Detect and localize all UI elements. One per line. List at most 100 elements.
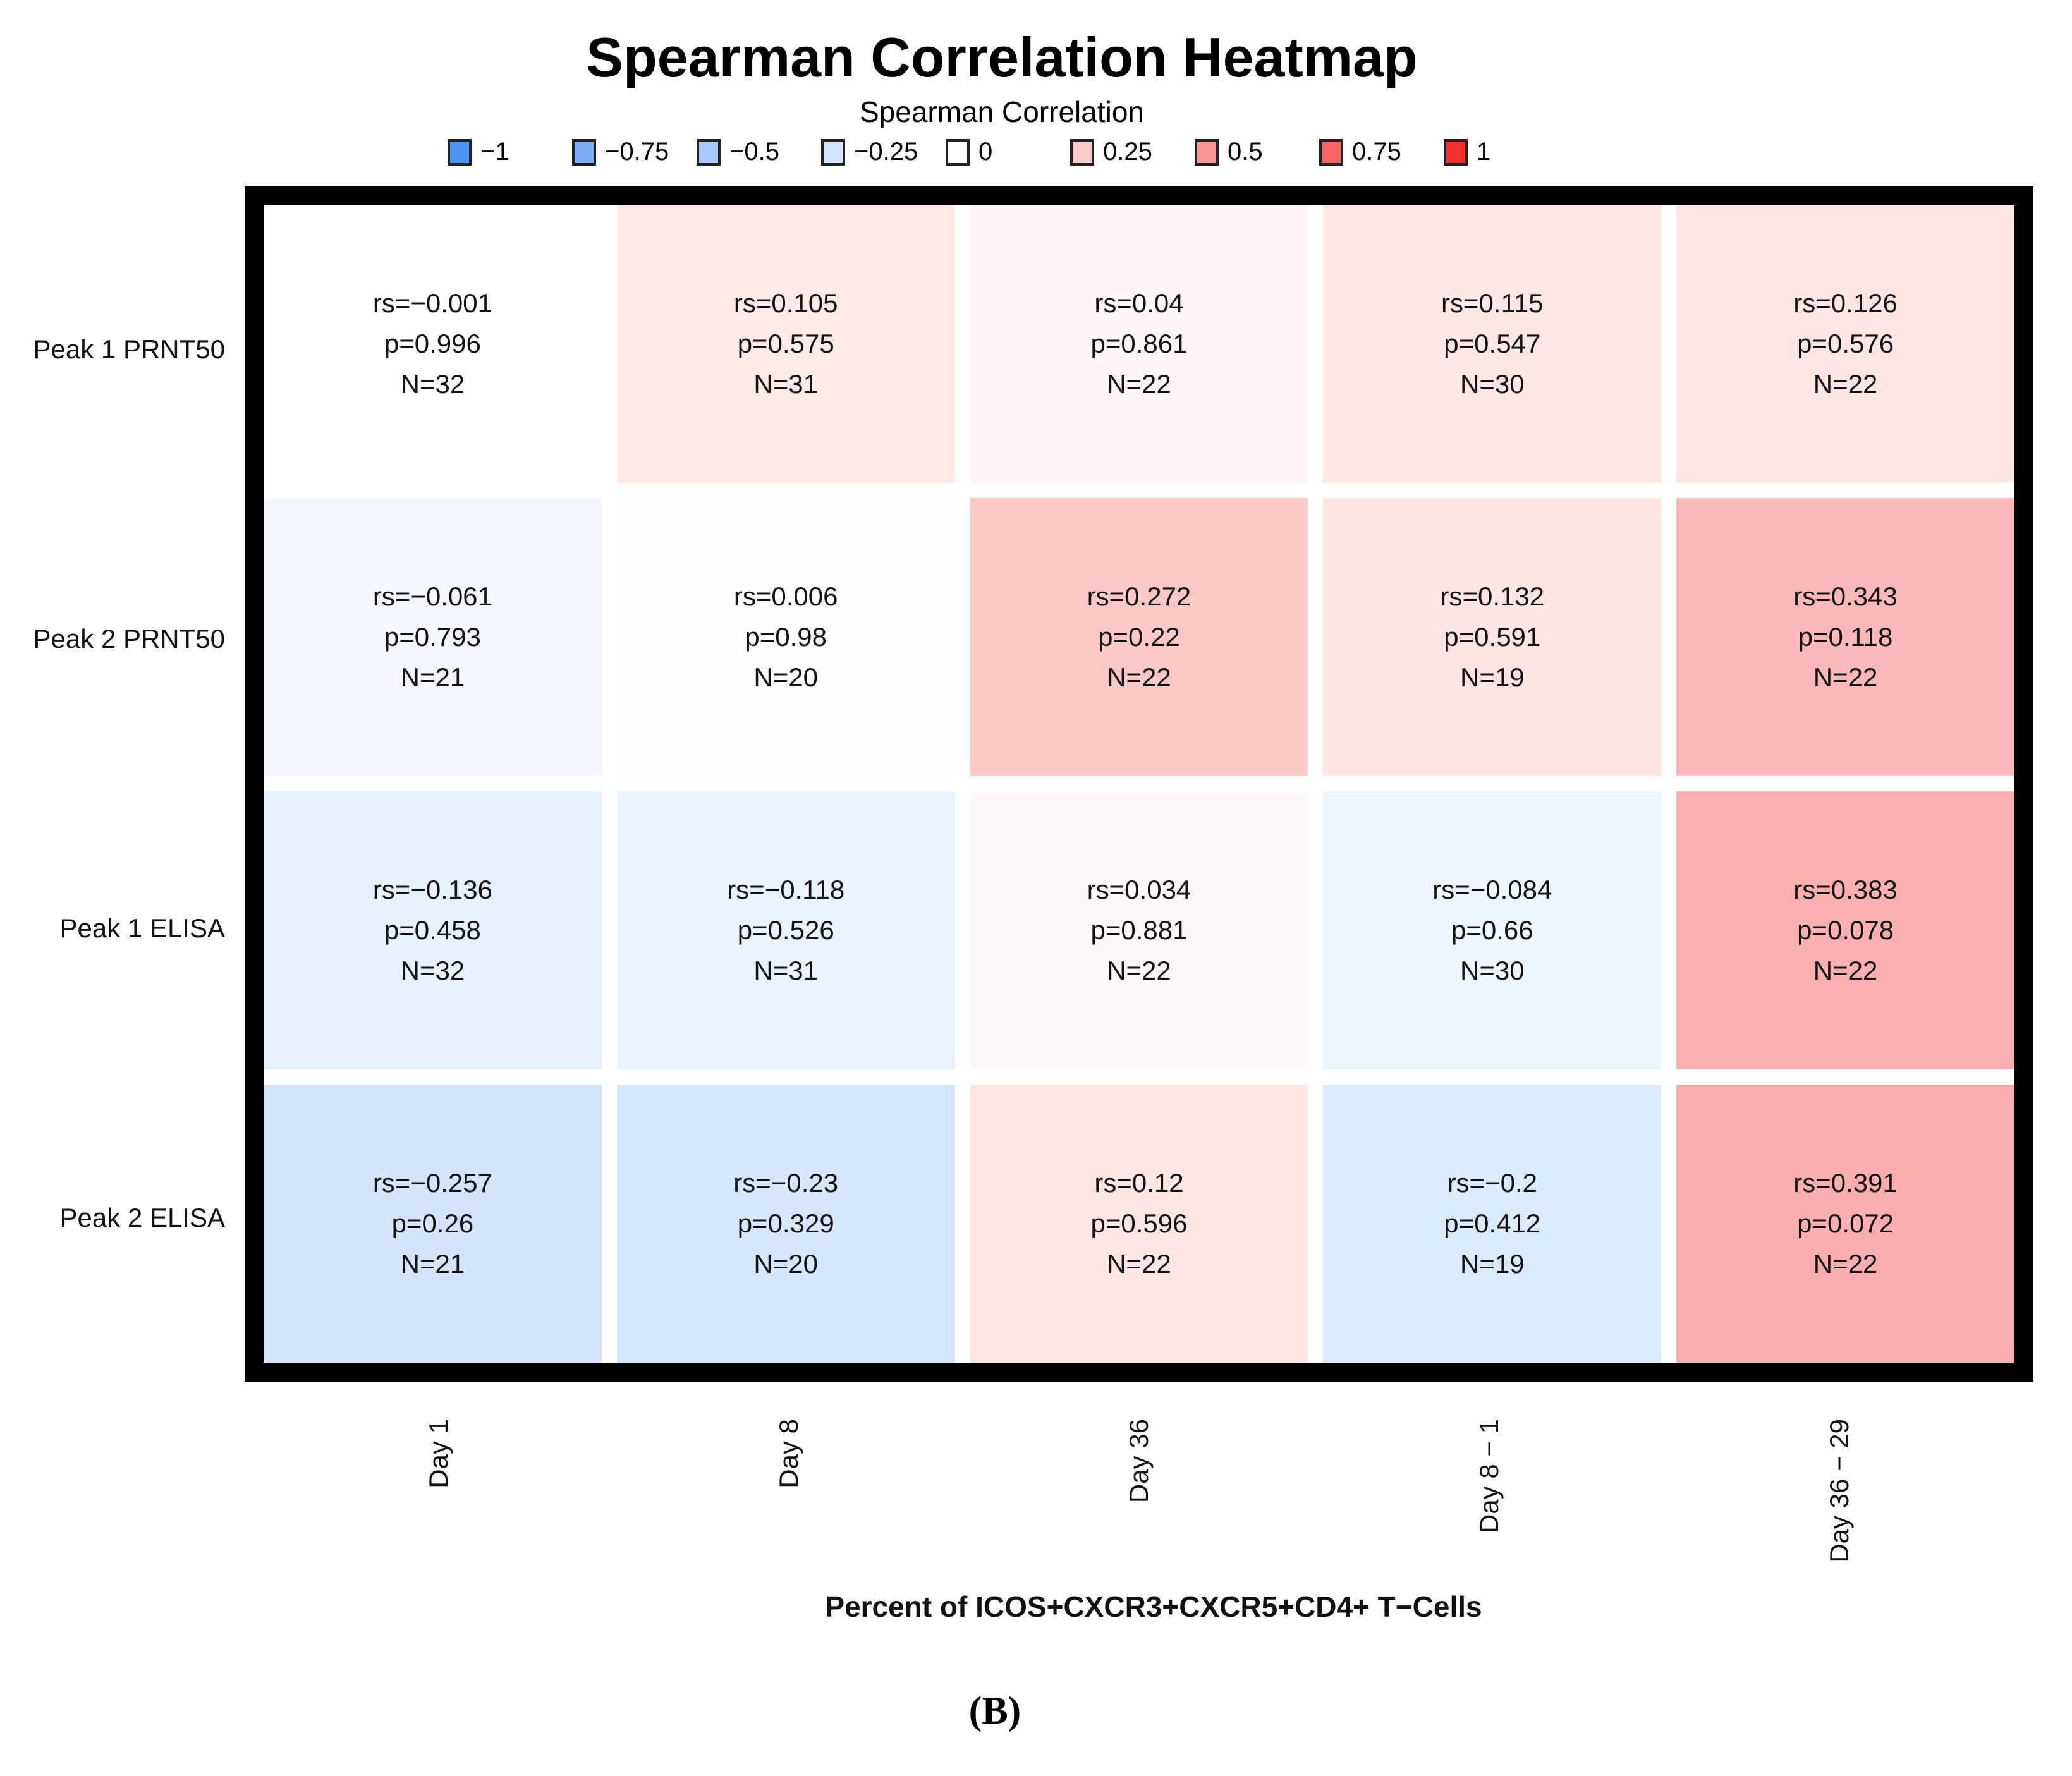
heatmap-cell-r4c1: rs=−0.257 p=0.26 N=21 — [264, 1085, 602, 1363]
legend-item-−1: −1 — [448, 138, 572, 166]
cell-n-value: N=22 — [1813, 956, 1878, 985]
legend-key-swatch — [697, 138, 721, 166]
heatmap-panel: rs=−0.001 p=0.996 N=32 rs=0.105 p=0.575 N=31 r… — [245, 186, 2033, 1382]
cell-p-value: p=0.861 — [1090, 329, 1188, 358]
cell-n-value: N=22 — [1813, 662, 1878, 692]
cell-p-value: p=0.412 — [1444, 1208, 1541, 1238]
cell-n-value: N=30 — [1460, 369, 1525, 399]
col-label-slot-1: Day 1 — [264, 1419, 614, 1691]
col-label-slot-4: Day 8 − 1 — [1314, 1419, 1664, 1691]
cell-p-value: p=0.458 — [384, 915, 481, 945]
legend-key-label: −0.25 — [854, 138, 918, 166]
cell-p-value: p=0.576 — [1797, 329, 1894, 358]
heatmap-cell-r2c1: rs=−0.061 p=0.793 N=21 — [264, 498, 602, 776]
cell-n-value: N=22 — [1107, 1249, 1171, 1279]
cell-n-value: N=19 — [1460, 662, 1525, 692]
cell-p-value: p=0.575 — [737, 329, 834, 358]
cell-n-value: N=22 — [1107, 662, 1171, 692]
legend-key-swatch — [821, 138, 845, 166]
cell-p-value: p=0.072 — [1797, 1208, 1894, 1238]
cell-n-value: N=22 — [1813, 1249, 1878, 1279]
cell-rs-value: rs=0.391 — [1793, 1168, 1898, 1198]
cell-rs-value: rs=−0.257 — [372, 1168, 492, 1198]
cell-rs-value: rs=0.343 — [1793, 581, 1898, 611]
cell-n-value: N=21 — [400, 662, 465, 692]
cell-rs-value: rs=−0.136 — [372, 875, 492, 904]
heatmap-cell-r2c4: rs=0.132 p=0.591 N=19 — [1323, 498, 1662, 776]
heatmap-cell-r4c2: rs=−0.23 p=0.329 N=20 — [616, 1085, 955, 1363]
color-scale-legend: −1 −0.75 −0.5 −0.25 0 0.25 0.5 0.75 1 — [448, 138, 1490, 166]
cell-p-value: p=0.526 — [737, 915, 834, 945]
cell-p-value: p=0.996 — [384, 329, 481, 358]
legend-key-swatch — [1444, 138, 1468, 166]
heatmap-cell-r3c5: rs=0.383 p=0.078 N=22 — [1676, 791, 2014, 1069]
legend-key-label: −0.75 — [605, 138, 669, 166]
cell-p-value: p=0.26 — [391, 1208, 474, 1238]
cell-p-value: p=0.078 — [1797, 915, 1894, 945]
heatmap-cell-r4c5: rs=0.391 p=0.072 N=22 — [1676, 1085, 2014, 1363]
heatmap-cell-r1c1: rs=−0.001 p=0.996 N=32 — [264, 205, 602, 483]
cell-rs-value: rs=−0.061 — [372, 581, 492, 611]
cell-n-value: N=19 — [1460, 1249, 1525, 1279]
cell-n-value: N=32 — [400, 956, 465, 985]
row-label-3: Peak 1 ELISA — [59, 913, 226, 943]
col-label-slot-3: Day 36 — [964, 1419, 1314, 1691]
heatmap-cell-r2c3: rs=0.272 p=0.22 N=22 — [970, 498, 1308, 776]
col-label-slot-5: Day 36 − 29 — [1664, 1419, 2014, 1691]
cell-p-value: p=0.66 — [1451, 915, 1533, 945]
cell-p-value: p=0.547 — [1444, 329, 1541, 358]
heatmap-cell-r3c2: rs=−0.118 p=0.526 N=31 — [616, 791, 955, 1069]
heatmap-cell-r2c5: rs=0.343 p=0.118 N=22 — [1676, 498, 2014, 776]
legend-key-label: 1 — [1477, 138, 1491, 166]
cell-rs-value: rs=0.115 — [1441, 288, 1544, 318]
col-label-slot-2: Day 8 — [614, 1419, 964, 1691]
cell-n-value: N=32 — [400, 369, 465, 399]
cell-rs-value: rs=−0.23 — [733, 1168, 839, 1198]
legend-key-label: 0.25 — [1103, 138, 1152, 166]
legend-item-0.75: 0.75 — [1319, 138, 1444, 166]
legend-item-−0.75: −0.75 — [572, 138, 697, 166]
cell-p-value: p=0.881 — [1090, 915, 1188, 945]
legend-item-−0.25: −0.25 — [821, 138, 946, 166]
col-label-4: Day 8 − 1 — [1474, 1419, 1504, 1533]
heatmap-cell-r4c3: rs=0.12 p=0.596 N=22 — [970, 1085, 1308, 1363]
cell-rs-value: rs=0.006 — [733, 581, 838, 611]
legend-key-label: −0.5 — [729, 138, 779, 166]
cell-rs-value: rs=0.132 — [1440, 581, 1545, 611]
col-label-2: Day 8 — [774, 1419, 803, 1488]
heatmap-cell-r1c5: rs=0.126 p=0.576 N=22 — [1676, 205, 2014, 483]
legend-key-label: −1 — [480, 138, 509, 166]
legend-key-swatch — [572, 138, 596, 166]
cell-p-value: p=0.22 — [1098, 622, 1180, 652]
col-label-5: Day 36 − 29 — [1824, 1419, 1854, 1563]
col-label-3: Day 36 — [1124, 1419, 1154, 1504]
legend-item-0.25: 0.25 — [1070, 138, 1195, 166]
cell-n-value: N=20 — [753, 662, 818, 692]
heatmap-cell-r3c4: rs=−0.084 p=0.66 N=30 — [1323, 791, 1662, 1069]
heatmap-cell-r1c3: rs=0.04 p=0.861 N=22 — [970, 205, 1308, 483]
legend-title: Spearman Correlation — [859, 95, 1144, 128]
legend-item-1: 1 — [1444, 138, 1490, 166]
x-axis-column-labels: Day 1 Day 8 Day 36 Day 8 − 1 Day 36 − 29 — [264, 1419, 2014, 1691]
heatmap-grid: rs=−0.001 p=0.996 N=32 rs=0.105 p=0.575 N=31 r… — [264, 205, 2014, 1363]
heatmap-cell-r3c1: rs=−0.136 p=0.458 N=32 — [264, 791, 602, 1069]
cell-n-value: N=22 — [1813, 369, 1878, 399]
cell-rs-value: rs=0.126 — [1793, 288, 1898, 318]
legend-key-label: 0 — [978, 138, 993, 166]
cell-rs-value: rs=0.034 — [1087, 875, 1191, 904]
cell-n-value: N=31 — [753, 956, 818, 985]
heatmap-cell-r4c4: rs=−0.2 p=0.412 N=19 — [1323, 1085, 1662, 1363]
legend-key-label: 0.75 — [1352, 138, 1401, 166]
cell-p-value: p=0.118 — [1798, 622, 1893, 652]
cell-n-value: N=31 — [753, 369, 818, 399]
col-label-1: Day 1 — [424, 1419, 453, 1488]
cell-n-value: N=30 — [1460, 956, 1525, 985]
legend-key-label: 0.5 — [1228, 138, 1263, 166]
heatmap-cell-r2c2: rs=0.006 p=0.98 N=20 — [616, 498, 955, 776]
cell-n-value: N=21 — [400, 1249, 465, 1279]
legend-key-swatch — [1195, 138, 1219, 166]
legend-item-0: 0 — [946, 138, 1070, 166]
cell-n-value: N=22 — [1107, 369, 1171, 399]
x-axis-title: Percent of ICOS+CXCR3+CXCR5+CD4+ T−Cells — [825, 1590, 1482, 1623]
